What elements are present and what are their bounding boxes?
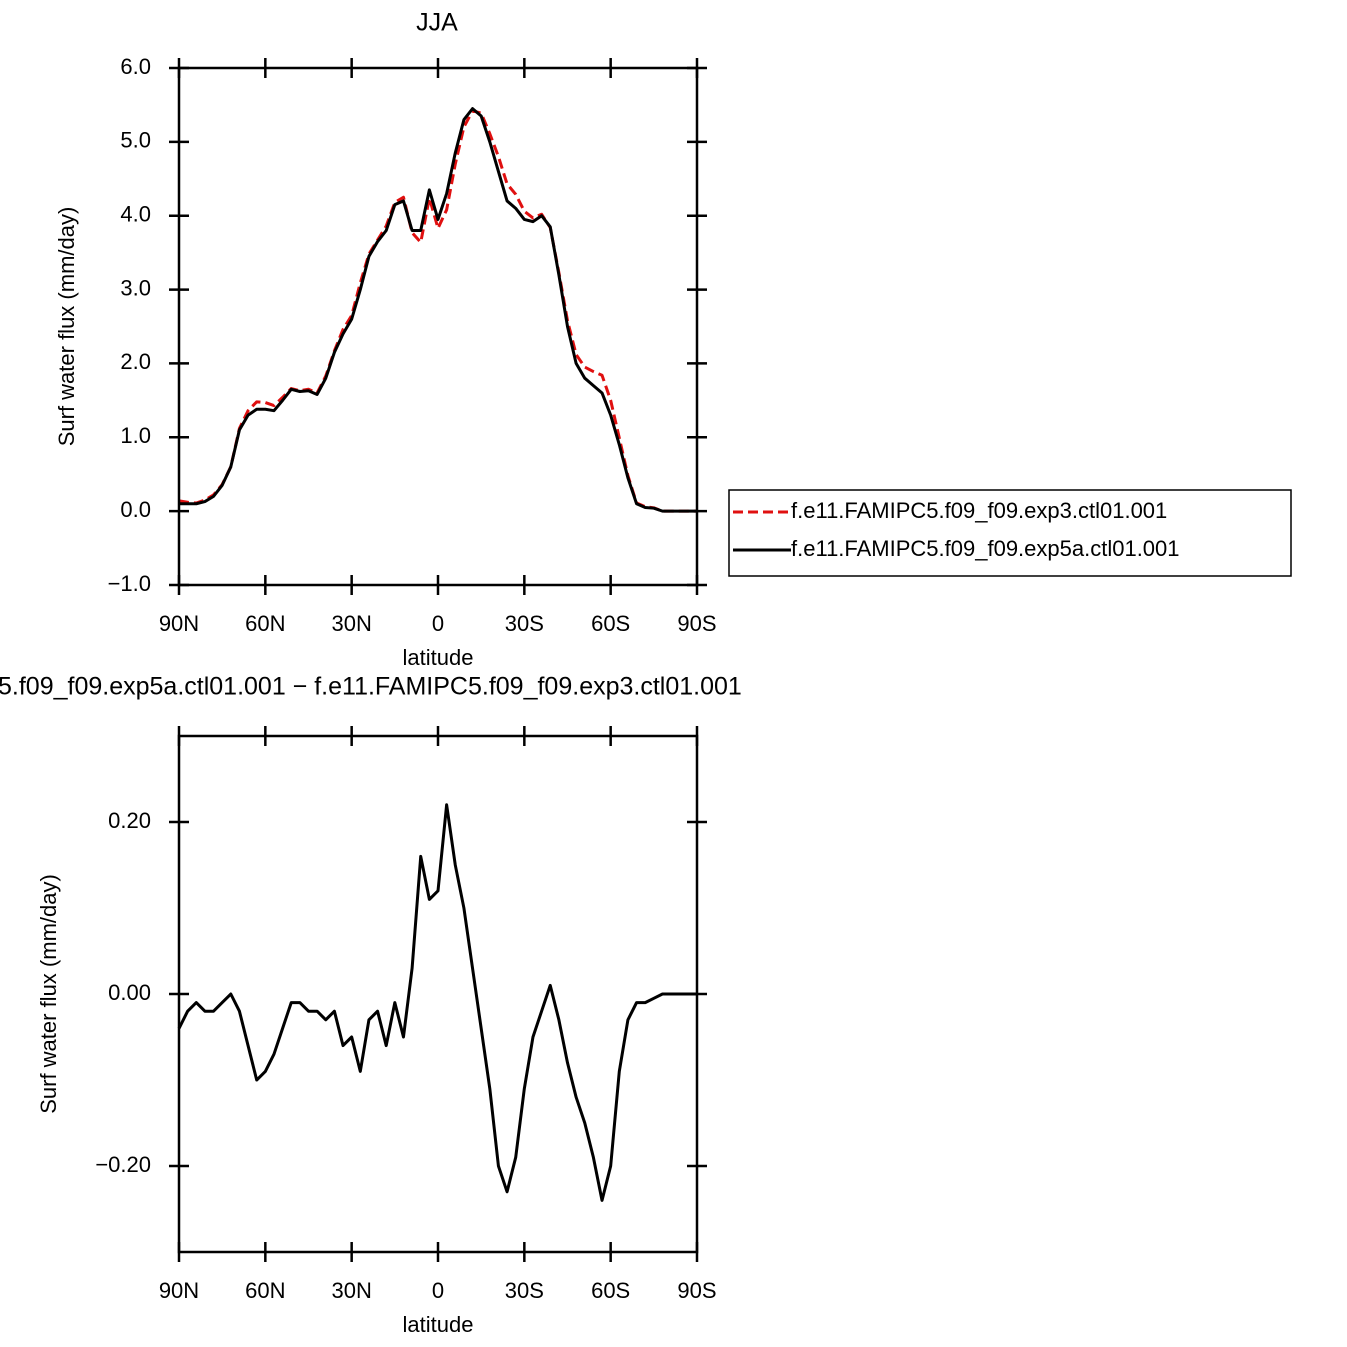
data-line [179,107,697,513]
x-tick-label: 30N [331,611,371,636]
data-line [177,803,697,1202]
x-tick-label: 90S [677,611,716,636]
y-tick-label: −1.0 [108,571,151,596]
x-tick-label: 30S [505,1278,544,1303]
x-tick-label: 90N [159,1278,199,1303]
legend-label: f.e11.FAMIPC5.f09_f09.exp3.ctl01.001 [791,498,1167,523]
x-tick-label: 60N [245,1278,285,1303]
x-axis-label: latitude [403,645,474,670]
plot-frame [177,734,699,1254]
y-axis-label: Surf water flux (mm/day) [36,874,61,1114]
data-line [178,109,697,513]
y-tick-label: 0.0 [120,497,151,522]
y-tick-label: −0.20 [95,1152,151,1177]
x-tick-label: 90S [677,1278,716,1303]
y-tick-label: 1.0 [120,423,151,448]
y-axis-label: Surf water flux (mm/day) [54,207,79,447]
y-tick-label: 4.0 [120,202,151,227]
x-tick-label: 30S [505,611,544,636]
x-tick-label: 0 [432,611,444,636]
x-axis-label: latitude [403,1312,474,1337]
plot-frame [177,66,699,587]
legend-box [728,489,1292,577]
x-tick-label: 90N [159,611,199,636]
y-tick-label: 2.0 [120,349,151,374]
x-tick-label: 60S [591,611,630,636]
x-tick-label: 60S [591,1278,630,1303]
y-tick-label: 6.0 [120,54,151,79]
legend-label: f.e11.FAMIPC5.f09_f09.exp5a.ctl01.001 [791,536,1180,561]
y-tick-label: 0.20 [108,808,151,833]
y-tick-label: 5.0 [120,128,151,153]
chart-title: 5.f09_f09.exp5a.ctl01.001 − f.e11.FAMIPC… [0,673,742,701]
y-tick-label: 3.0 [120,275,151,300]
y-tick-label: 0.00 [108,980,151,1005]
x-tick-label: 0 [432,1278,444,1303]
x-tick-label: 30N [331,1278,371,1303]
chart-title: JJA [416,9,458,37]
x-tick-label: 60N [245,611,285,636]
